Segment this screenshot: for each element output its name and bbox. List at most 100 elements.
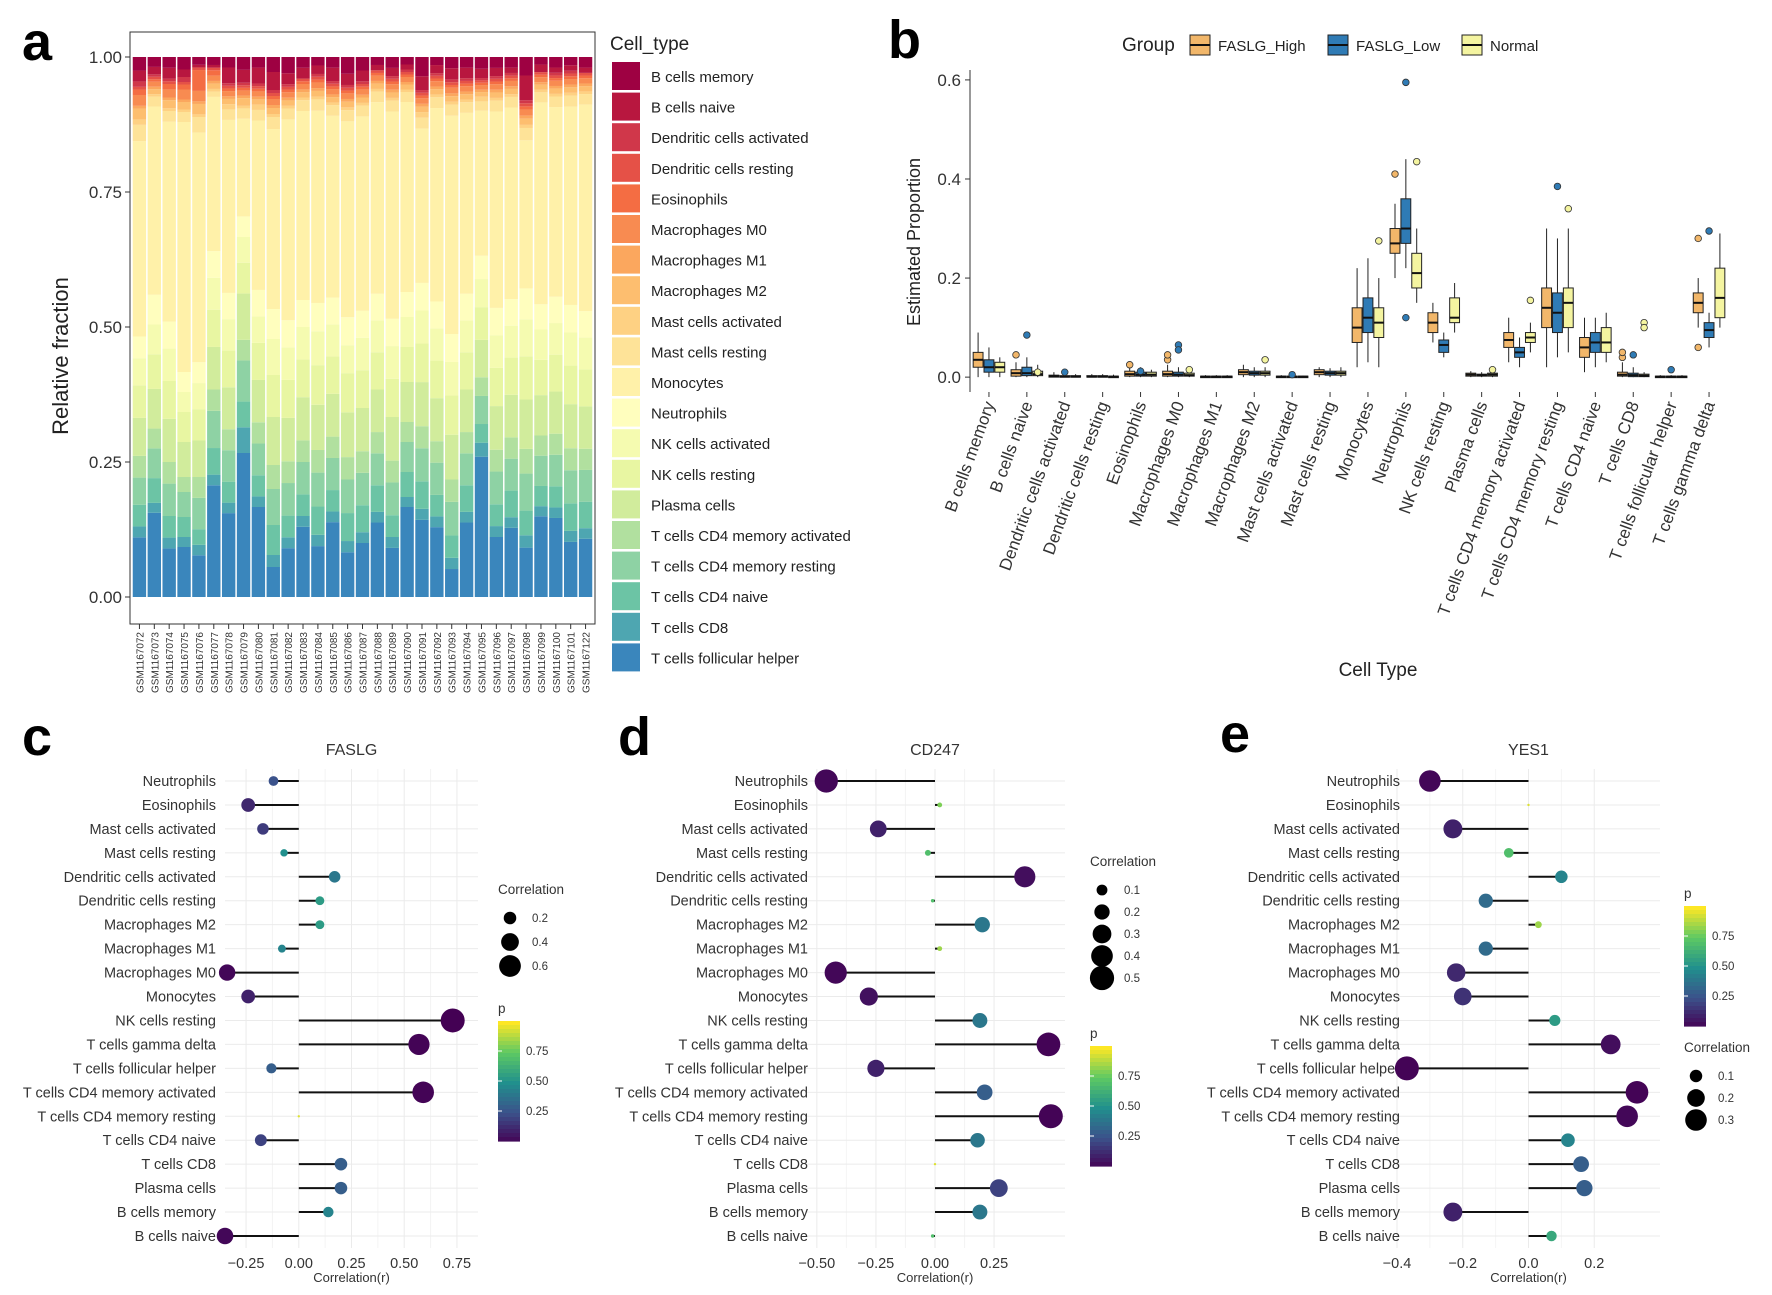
panel-a-bar-segment: [459, 94, 474, 100]
panel-a-bar-segment: [459, 80, 474, 84]
panel-a-bar-segment: [326, 297, 340, 325]
panel-a-bar-segment: [430, 65, 444, 74]
panel-a-bar-segment: [147, 106, 161, 295]
panel-letter-c: c: [22, 707, 52, 767]
panel-a-legend-swatch: [612, 92, 640, 121]
panel-a-bar-segment: [281, 84, 295, 87]
panel-a-legend-swatch: [612, 184, 640, 213]
lollipop-point: [814, 769, 838, 793]
panel-a-bar-segment: [266, 417, 280, 465]
panel-a-bar-segment: [385, 76, 399, 79]
panel-a-bar-segment: [504, 94, 518, 97]
panel-a-bar-segment: [445, 57, 459, 69]
lollipop-color-legend-bar-step: [1684, 946, 1706, 951]
panel-a-bar-segment: [177, 412, 191, 442]
panel-a-bar-segment: [504, 86, 518, 89]
panel-a-bar-segment: [578, 57, 593, 68]
panel-a-bar-segment: [489, 89, 504, 93]
lollipop-x-tick-label: 0.75: [443, 1256, 471, 1272]
lollipop-x-tick-label: 0.2: [1584, 1256, 1604, 1272]
panel-a-bar-segment: [251, 88, 266, 92]
panel-a-bar-segment: [207, 83, 221, 89]
lollipop-color-legend-bar-step: [1684, 914, 1706, 919]
panel-a-legend-label: Macrophages M2: [651, 283, 767, 300]
panel-b-box: [1362, 297, 1374, 334]
panel-b-box: [1714, 267, 1726, 319]
lollipop-point: [315, 920, 325, 930]
panel-a-y-tick-label: 0.50: [89, 318, 122, 337]
lollipop-color-legend-bar-step: [498, 1101, 520, 1106]
panel-a-bar-segment: [281, 379, 295, 418]
panel-b-y-tick-label: 0.6: [937, 71, 961, 90]
panel-a-bar-segment: [415, 519, 429, 597]
panel-a-bar-segment: [296, 359, 310, 398]
lollipop-color-legend-bar-step: [1684, 910, 1706, 915]
lollipop-color-legend-bar-step: [1684, 918, 1706, 923]
lollipop-color-legend-label: 0.75: [526, 1046, 548, 1058]
lollipop-category-label: T cells CD4 naive: [1287, 1133, 1400, 1149]
panel-a-bar-segment: [430, 462, 444, 495]
panel-a-bar-segment: [207, 309, 221, 347]
lollipop-point: [930, 899, 935, 903]
panel-a-x-tick-label: GSM1167081: [269, 632, 280, 693]
panel-a-bar-segment: [519, 140, 533, 289]
panel-a-bar-segment: [385, 89, 399, 93]
panel-a-bar-segment: [415, 95, 429, 99]
panel-a-bar-segment: [311, 88, 325, 91]
panel-a-legend-label: Mast cells activated: [651, 314, 782, 331]
panel-a-bar-segment: [534, 506, 548, 517]
panel-a-x-tick-label: GSM1167087: [359, 632, 370, 693]
panel-a-legend-swatch: [612, 62, 640, 90]
panel-a-bar-segment: [355, 505, 370, 533]
panel-a-bar-segment: [415, 382, 429, 427]
panel-a-bar-segment: [459, 453, 474, 486]
panel-a-bar-segment: [207, 410, 221, 449]
panel-a-bar-segment: [326, 94, 340, 98]
panel-a-bar-segment: [504, 394, 518, 438]
lollipop-color-legend-bar-step: [498, 1025, 520, 1030]
panel-a-bar-segment: [578, 78, 593, 84]
panel-a-bar-segment: [311, 82, 325, 89]
panel-a-bar-segment: [177, 77, 191, 82]
panel-a-legend-swatch: [612, 398, 640, 427]
lollipop-category-label: Macrophages M2: [1288, 918, 1400, 934]
lollipop-size-legend-label: 0.2: [1124, 907, 1140, 919]
panel-a-bar-segment: [192, 67, 206, 71]
lollipop-color-legend-bar-step: [1090, 1154, 1112, 1159]
panel-a-bar-segment: [221, 96, 236, 99]
panel-a-bar-segment: [474, 110, 489, 256]
panel-a-x-tick-label: GSM1167074: [165, 632, 176, 693]
panel-a-bar-segment: [236, 118, 251, 217]
panel-a-bar-segment: [132, 70, 147, 82]
panel-a-bar-segment: [578, 94, 593, 105]
panel-a-bar-segment: [519, 288, 533, 320]
panel-a-bar-segment: [415, 343, 429, 383]
panel-a-bar-segment: [311, 365, 325, 405]
panel-a-bar-segment: [221, 319, 236, 351]
lollipop-point: [937, 802, 943, 808]
lollipop-point: [241, 989, 256, 1004]
panel-a-bar-segment: [132, 385, 147, 418]
panel-a-x-tick-label: GSM1167086: [344, 632, 355, 693]
panel-a-bar-segment: [296, 84, 310, 90]
panel-a-bar-segment: [355, 105, 370, 117]
panel-a-bar-segment: [370, 64, 385, 71]
panel-a-bar-segment: [519, 57, 533, 76]
panel-a-bar-segment: [400, 317, 414, 347]
panel-a-bar-segment: [370, 293, 385, 321]
panel-a-bar-segment: [251, 379, 266, 423]
panel-a-bar-segment: [340, 101, 355, 108]
lollipop-category-label: T cells CD4 memory activated: [1207, 1085, 1400, 1101]
panel-a-bar-segment: [207, 474, 221, 486]
panel-b-outlier: [1261, 356, 1269, 364]
panel-a-bar-segment: [549, 88, 563, 94]
panel-a-bar-segment: [236, 262, 251, 294]
lollipop-color-legend-bar-step: [498, 1049, 520, 1054]
panel-b-legend: FASLG_High FASLG_Low Normal: [1189, 34, 1538, 56]
lollipop-category-label: Mast cells activated: [89, 822, 216, 838]
panel-a-bar-segment: [281, 461, 295, 484]
panel-a-bar-segment: [504, 437, 518, 459]
panel-a-bar-segment: [430, 527, 444, 597]
panel-a-bar-segment: [251, 91, 266, 97]
lollipop-color-legend-bar-step: [498, 1057, 520, 1062]
